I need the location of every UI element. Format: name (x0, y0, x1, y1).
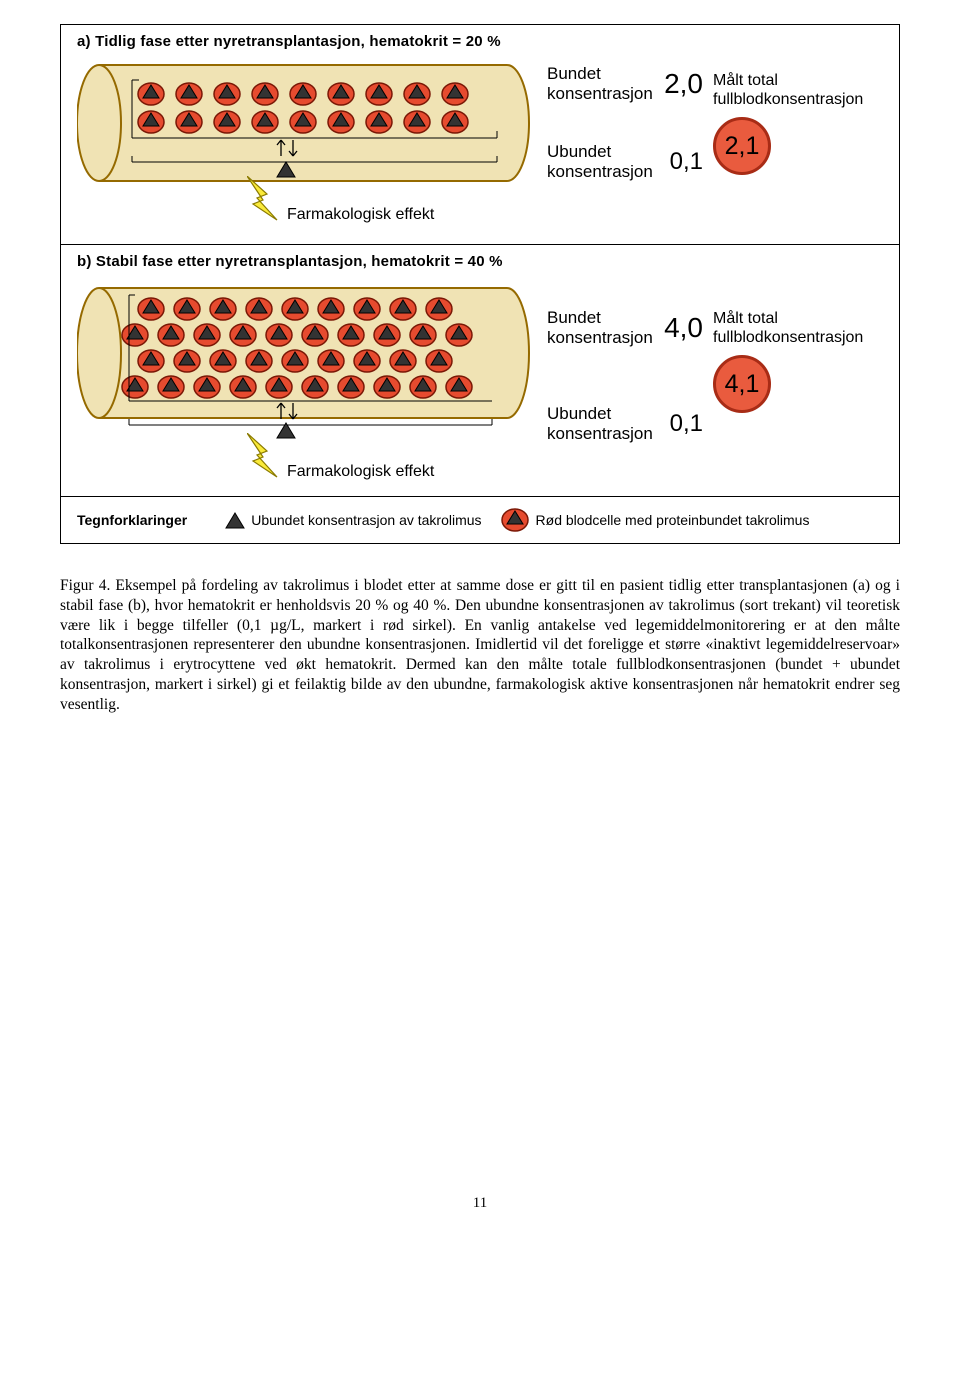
panel-a: a) Tidlig fase etter nyretransplantasjon… (61, 25, 899, 245)
unbound-label-b: Ubundet konsentrasjon (547, 404, 662, 444)
figure-caption: Figur 4. Eksempel på fordeling av takrol… (60, 576, 900, 715)
total-value-b: 4,1 (725, 370, 760, 399)
unbound-label-a: Ubundet konsentrasjon (547, 142, 662, 182)
unbound-value-a: 0,1 (670, 148, 703, 176)
total-badge-b: 4,1 (713, 355, 771, 413)
legend: Tegnforklaringer Ubundet konsentrasjon a… (61, 497, 899, 543)
cylinder-b-svg (77, 281, 537, 441)
cylinder-a: Farmakologisk effekt (77, 58, 537, 188)
page-number: 11 (0, 1195, 960, 1232)
bound-value-b: 4,0 (664, 312, 703, 344)
rbc-icon (500, 507, 530, 533)
bound-value-a: 2,0 (664, 68, 703, 100)
unbound-value-b: 0,1 (670, 410, 703, 438)
total-label1-a: Målt total (713, 71, 863, 90)
bound-label-b: Bundet konsentrasjon (547, 308, 656, 348)
total-badge-a: 2,1 (713, 117, 771, 175)
effect-b: Farmakologisk effekt (247, 433, 434, 481)
bound-label-a: Bundet konsentrasjon (547, 64, 656, 104)
legend-item-1-label: Ubundet konsentrasjon av takrolimus (251, 512, 481, 528)
panel-b-title: b) Stabil fase etter nyretransplantasjon… (77, 253, 883, 270)
cylinder-b: Farmakologisk effekt (77, 281, 537, 441)
effect-b-label: Farmakologisk effekt (287, 463, 434, 481)
legend-title: Tegnforklaringer (77, 512, 187, 528)
total-label2-b: fullblodkonsentrasjon (713, 328, 863, 347)
panel-b: b) Stabil fase etter nyretransplantasjon… (61, 245, 899, 497)
legend-item-1: Ubundet konsentrasjon av takrolimus (225, 512, 481, 529)
legend-item-2-label: Rød blodcelle med proteinbundet takrolim… (536, 512, 810, 528)
cylinder-a-svg (77, 58, 537, 188)
total-value-a: 2,1 (725, 132, 760, 161)
effect-a: Farmakologisk effekt (247, 176, 434, 224)
panel-a-title: a) Tidlig fase etter nyretransplantasjon… (77, 33, 883, 50)
total-label1-b: Målt total (713, 309, 863, 328)
figure-container: a) Tidlig fase etter nyretransplantasjon… (60, 24, 900, 544)
effect-a-label: Farmakologisk effekt (287, 206, 434, 224)
triangle-icon (225, 512, 245, 529)
legend-item-2: Rød blodcelle med proteinbundet takrolim… (500, 507, 810, 533)
total-label2-a: fullblodkonsentrasjon (713, 90, 863, 109)
